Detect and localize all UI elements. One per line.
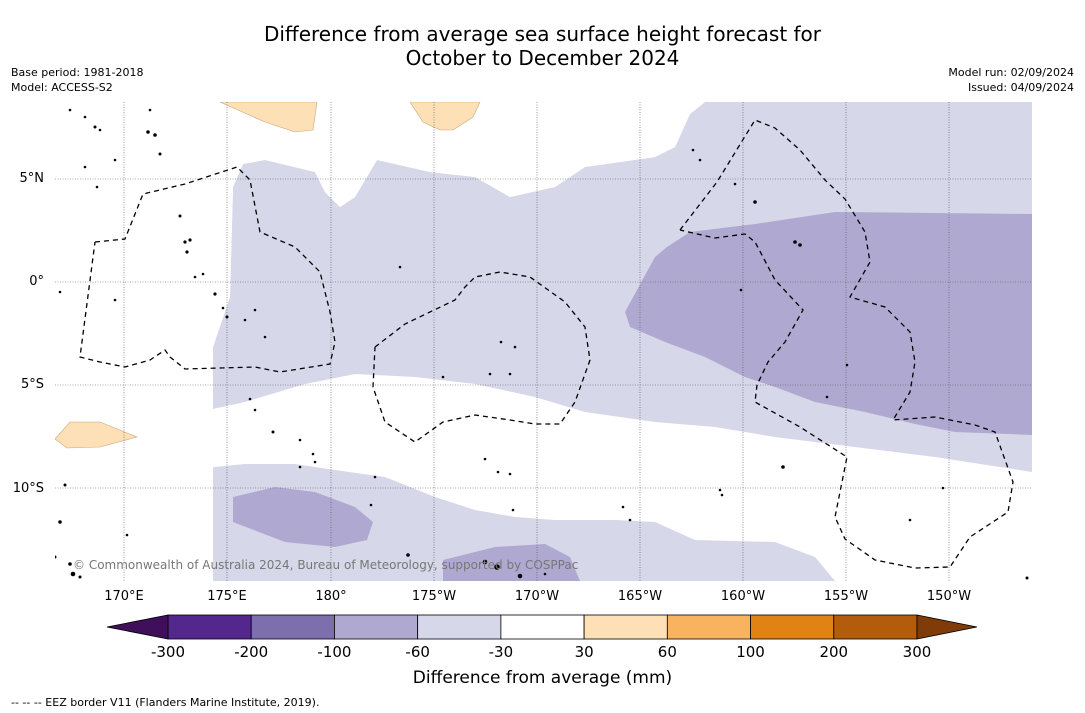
model-run: Model run: 02/09/2024 bbox=[948, 66, 1074, 79]
lat-label-5n: 5°N bbox=[19, 171, 45, 186]
colorbar-cell bbox=[417, 614, 502, 640]
anomaly-region-neutral bbox=[55, 102, 1032, 581]
colorbar-tick-label: -200 bbox=[234, 643, 269, 661]
colorbar-cell bbox=[750, 614, 835, 640]
lon-label-170w: 170°W bbox=[514, 589, 560, 604]
colorbar-extend-low bbox=[106, 614, 169, 640]
colorbar bbox=[106, 614, 978, 640]
colorbar-tick-label: 200 bbox=[819, 643, 849, 661]
lon-label-150w: 150°W bbox=[926, 589, 972, 604]
colorbar-cell bbox=[167, 614, 252, 640]
lon-label-175e: 175°E bbox=[207, 589, 247, 604]
eez-borders bbox=[79, 119, 1014, 569]
colorbar-tick-label: 300 bbox=[902, 643, 932, 661]
colorbar-tick-label: -300 bbox=[150, 643, 186, 661]
colorbar-tick-label: 30 bbox=[574, 643, 594, 661]
lon-label-175w: 175°W bbox=[411, 589, 457, 604]
copyright-notice: © Commonwealth of Australia 2024, Bureau… bbox=[73, 558, 579, 572]
colorbar-cell bbox=[583, 614, 668, 640]
title-line-2: October to December 2024 bbox=[405, 46, 680, 70]
model-name: Model: ACCESS-S2 bbox=[11, 81, 113, 94]
colorbar-extend-high bbox=[916, 614, 978, 640]
chart-title: Difference from average sea surface heig… bbox=[0, 22, 1085, 70]
colorbar-tick-label: -60 bbox=[405, 643, 430, 661]
colorbar-cell bbox=[500, 614, 585, 640]
anomaly-region-medium-purple bbox=[233, 212, 1032, 581]
colorbar-tick-label: -100 bbox=[317, 643, 352, 661]
colorbar-cell bbox=[833, 614, 918, 640]
lat-label-5s: 5°S bbox=[20, 377, 44, 392]
meta-right: Model run: 02/09/2024 Issued: 04/09/2024 bbox=[948, 65, 1074, 95]
islands bbox=[55, 108, 1029, 580]
anomaly-region-light-orange bbox=[55, 102, 481, 449]
colorbar-label: Difference from average (mm) bbox=[412, 668, 673, 688]
colorbar-tick-label: 100 bbox=[736, 643, 765, 661]
lon-label-160w: 160°W bbox=[720, 589, 766, 604]
title-line-1: Difference from average sea surface heig… bbox=[263, 22, 822, 46]
map-panel bbox=[55, 102, 1032, 581]
lon-label-155w: 155°W bbox=[823, 589, 869, 604]
colorbar-cell bbox=[334, 614, 419, 640]
colorbar-tick-label: -30 bbox=[488, 643, 514, 661]
colorbar-cell bbox=[666, 614, 751, 640]
lat-label-10s: 10°S bbox=[12, 481, 44, 496]
eez-footnote: -- -- -- EEZ border V11 (Flanders Marine… bbox=[11, 696, 320, 709]
graticule bbox=[55, 102, 1032, 581]
map-svg bbox=[55, 102, 1032, 581]
lon-label-170e: 170°E bbox=[104, 589, 144, 604]
lon-label-165w: 165°W bbox=[617, 589, 663, 604]
meta-left: Base period: 1981-2018 Model: ACCESS-S2 bbox=[11, 65, 143, 95]
issued-date: Issued: 04/09/2024 bbox=[967, 81, 1074, 94]
lon-label-180: 180° bbox=[315, 589, 347, 604]
colorbar-cell bbox=[250, 614, 335, 640]
base-period: Base period: 1981-2018 bbox=[11, 66, 144, 79]
lat-label-0: 0° bbox=[29, 274, 44, 289]
colorbar-tick-label: 60 bbox=[657, 643, 677, 661]
